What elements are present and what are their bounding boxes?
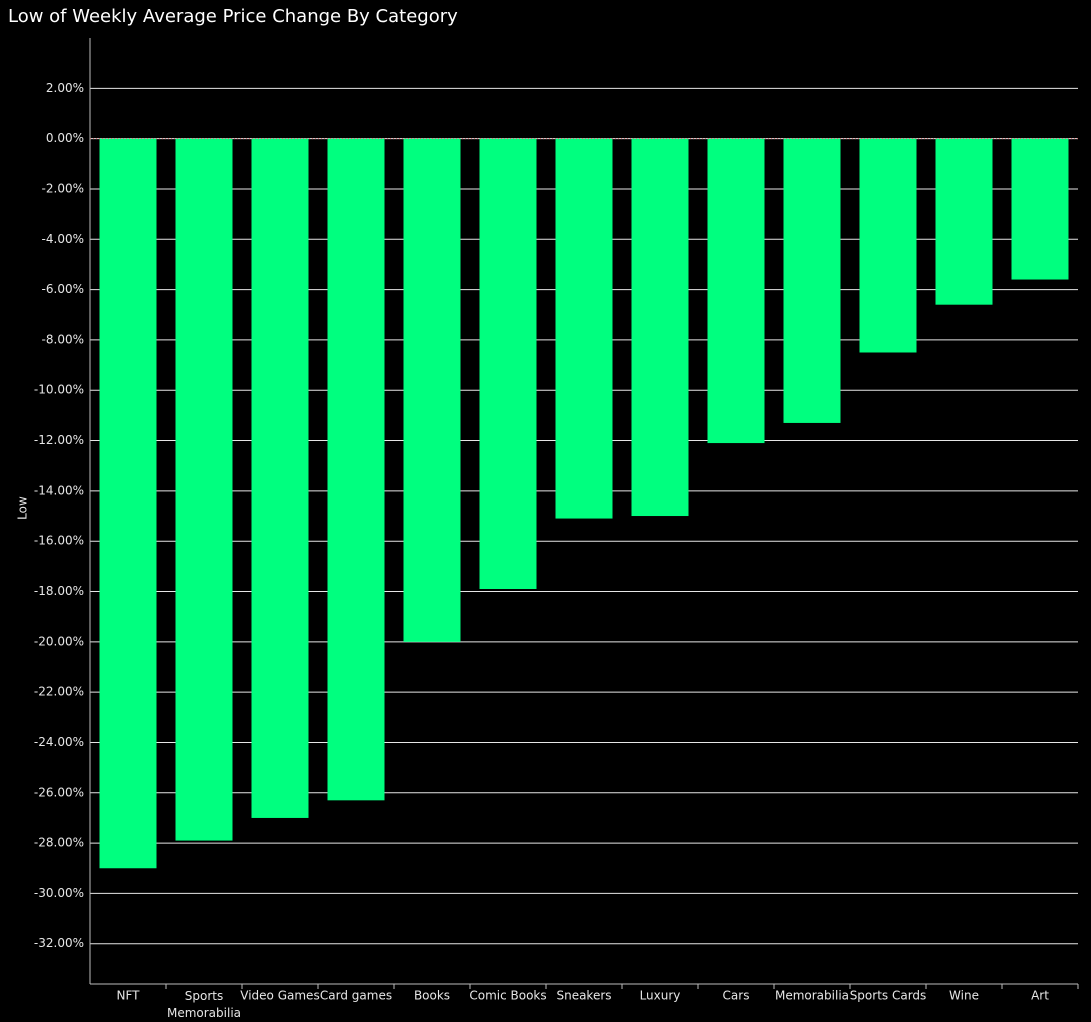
y-tick-label: -26.00% [34, 785, 84, 799]
y-tick-label: -18.00% [34, 584, 84, 598]
bar [403, 138, 461, 642]
y-tick-label: -20.00% [34, 634, 84, 648]
x-tick-label: Wine [949, 989, 979, 1003]
x-tick-label: Books [414, 989, 450, 1003]
y-tick-label: -24.00% [34, 735, 84, 749]
x-tick-label: NFT [117, 989, 141, 1003]
x-tick-label: Memorabilia [775, 989, 849, 1003]
bar [1011, 138, 1069, 280]
bar [935, 138, 993, 305]
y-tick-label: -28.00% [34, 836, 84, 850]
y-tick-label: 0.00% [46, 131, 84, 145]
x-tick-label: Art [1031, 989, 1049, 1003]
y-tick-label: -4.00% [42, 232, 84, 246]
bar [631, 138, 689, 517]
y-tick-label: -8.00% [42, 332, 84, 346]
x-tick-label: Luxury [640, 989, 681, 1003]
x-tick-label: Sneakers [556, 989, 611, 1003]
bar [555, 138, 613, 519]
x-tick-label: Video Games [240, 989, 319, 1003]
x-tick-label: Sports Cards [850, 989, 927, 1003]
bar [859, 138, 917, 353]
bar [479, 138, 537, 589]
y-tick-label: -6.00% [42, 282, 84, 296]
x-tick-label: Card games [320, 989, 392, 1003]
y-tick-label: -32.00% [34, 936, 84, 950]
y-tick-label: -30.00% [34, 886, 84, 900]
bar [251, 138, 309, 818]
bar [175, 138, 233, 841]
y-tick-label: -22.00% [34, 685, 84, 699]
bar [707, 138, 765, 444]
y-tick-label: 2.00% [46, 81, 84, 95]
x-tick-label: Cars [723, 989, 750, 1003]
bar [327, 138, 385, 801]
y-tick-label: -14.00% [34, 483, 84, 497]
x-tick-label: Sports Memorabilia [167, 989, 241, 1020]
y-tick-label: -16.00% [34, 534, 84, 548]
y-tick-label: -10.00% [34, 383, 84, 397]
y-axis-label: Low [16, 496, 30, 520]
chart-title: Low of Weekly Average Price Change By Ca… [8, 6, 458, 27]
bar [99, 138, 157, 869]
y-tick-label: -12.00% [34, 433, 84, 447]
y-tick-label: -2.00% [42, 181, 84, 195]
bar [783, 138, 841, 423]
x-tick-label: Comic Books [469, 989, 546, 1003]
